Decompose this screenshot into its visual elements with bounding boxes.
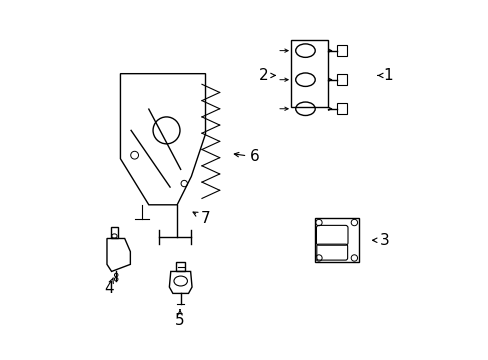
Text: 3: 3	[372, 233, 388, 248]
Text: 6: 6	[234, 149, 260, 165]
Text: 2: 2	[259, 68, 275, 83]
Text: 7: 7	[193, 211, 210, 226]
Text: 4: 4	[104, 278, 114, 296]
Bar	[176, 261, 185, 271]
Bar	[336, 74, 346, 85]
Bar	[336, 103, 346, 114]
Text: 1: 1	[377, 68, 392, 83]
Bar	[336, 45, 346, 56]
Bar	[110, 227, 118, 238]
Bar	[290, 40, 327, 107]
Text: 5: 5	[175, 310, 184, 328]
Bar	[314, 218, 358, 262]
